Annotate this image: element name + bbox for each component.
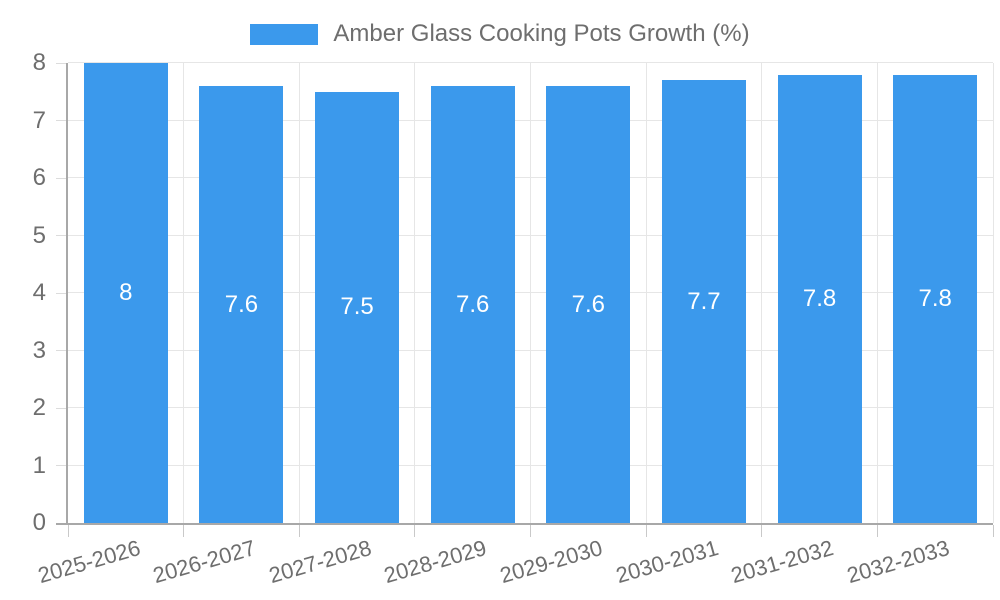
y-axis-tick-label: 6	[32, 164, 46, 191]
y-axis-tick-label: 4	[32, 279, 46, 306]
y-axis-line	[66, 63, 68, 523]
x-axis-line	[56, 523, 993, 525]
bar-value-label: 8	[119, 279, 133, 306]
x-axis-tick-mark	[992, 525, 994, 537]
x-axis-tick-label: 2030-2031	[612, 535, 721, 589]
legend-swatch	[250, 23, 319, 45]
x-axis-tick-label: 2027-2028	[265, 535, 374, 589]
y-axis-tick-label: 3	[32, 336, 46, 364]
y-axis-tick-mark	[56, 120, 66, 121]
y-axis-tick-mark	[56, 292, 66, 294]
bar-value-label: 7.6	[224, 290, 259, 318]
bar[interactable]	[199, 86, 284, 523]
gridline-vertical	[645, 63, 647, 523]
y-axis-tick-label: 5	[32, 221, 46, 249]
bar[interactable]	[893, 74, 978, 523]
x-axis-tick-label: 2032-2033	[844, 535, 953, 589]
y-axis-tick-mark	[56, 350, 66, 351]
bar-value-label: 7.5	[340, 293, 374, 321]
y-axis-tick-mark	[56, 62, 66, 64]
gridline-vertical	[876, 63, 878, 523]
bar[interactable]	[315, 91, 400, 523]
bar[interactable]	[83, 63, 168, 523]
bar-value-label: 7.7	[687, 287, 721, 315]
gridline-vertical	[530, 63, 531, 523]
legend-label: Amber Glass Cooking Pots Growth (%)	[333, 20, 750, 47]
bar-value-label: 7.8	[802, 284, 837, 312]
gridline-horizontal	[68, 62, 993, 63]
y-axis-tick-mark	[56, 177, 66, 179]
gridline-vertical	[992, 63, 994, 523]
y-axis-tick-label: 1	[32, 451, 46, 479]
x-axis-tick-mark	[414, 525, 416, 537]
bar-value-label: 7.6	[456, 290, 490, 318]
bar[interactable]	[661, 80, 746, 523]
gridline-vertical	[761, 63, 763, 523]
x-axis-tick-label: 2029-2030	[497, 535, 606, 589]
bar[interactable]	[777, 74, 862, 523]
x-axis-tick-mark	[183, 525, 185, 537]
gridline-vertical	[414, 63, 416, 523]
bar[interactable]	[430, 86, 515, 523]
gridline-vertical	[183, 63, 185, 523]
bar-value-label: 7.8	[918, 284, 952, 312]
x-axis-tick-label: 2026-2027	[150, 535, 259, 589]
x-axis-tick-mark	[876, 525, 878, 537]
x-axis-tick-mark	[761, 525, 763, 537]
x-axis-tick-mark	[530, 525, 531, 537]
x-axis-tick-mark	[298, 525, 300, 537]
bar[interactable]	[546, 86, 631, 523]
y-axis-tick-label: 8	[32, 49, 46, 76]
chart-legend: Amber Glass Cooking Pots Growth (%)	[0, 20, 1000, 48]
gridline-vertical	[298, 63, 300, 523]
y-axis-tick-mark	[56, 235, 66, 236]
legend-item[interactable]: Amber Glass Cooking Pots Growth (%)	[250, 20, 750, 48]
x-axis-tick-mark	[645, 525, 647, 537]
y-axis-tick-mark	[56, 465, 66, 466]
x-axis-tick-label: 2028-2029	[381, 535, 490, 589]
y-axis-tick-mark	[56, 407, 66, 409]
x-axis-tick-mark	[67, 525, 69, 537]
bar-value-label: 7.6	[571, 290, 605, 318]
y-axis-tick-label: 7	[32, 106, 46, 134]
x-axis-tick-label: 2031-2032	[728, 535, 837, 589]
x-axis-tick-label: 2025-2026	[34, 535, 143, 589]
y-axis-tick-label: 2	[32, 394, 46, 421]
y-axis-tick-label: 0	[32, 509, 46, 536]
